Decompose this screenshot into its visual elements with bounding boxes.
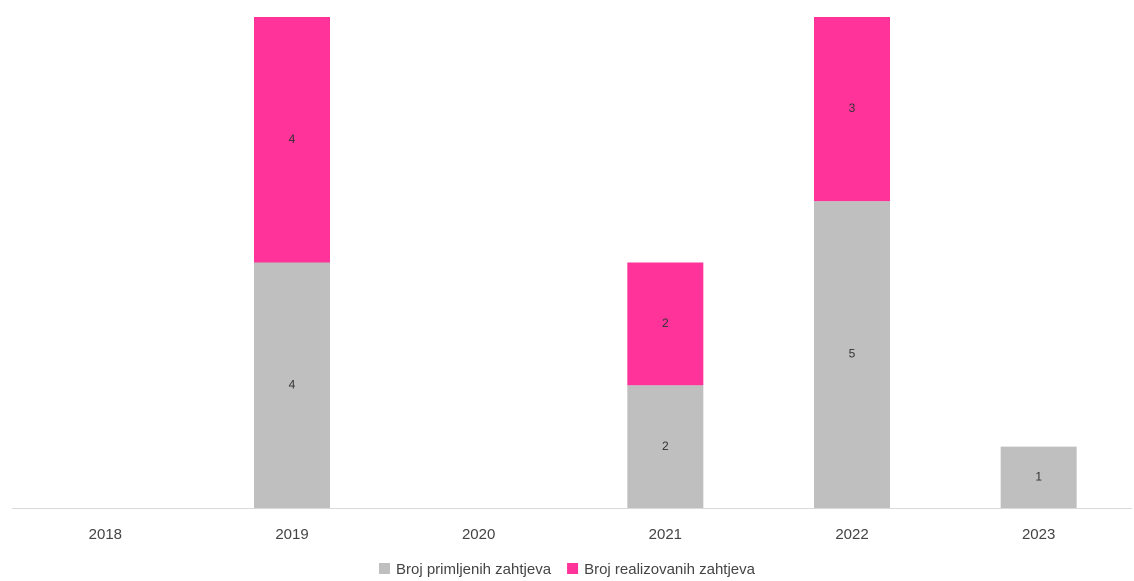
data-label-realizovanih-2021: 2 xyxy=(662,316,669,330)
legend-label-primljenih: Broj primljenih zahtjeva xyxy=(396,561,552,578)
bar-primljenih-2021 xyxy=(627,385,704,508)
x-tick-label-2021: 2021 xyxy=(649,526,682,543)
x-axis-tick-labels: 2018 2019 2020 2021 2022 2023 xyxy=(89,526,1056,543)
bar-primljenih-2023 xyxy=(1000,446,1077,509)
data-label-primljenih-2021: 2 xyxy=(662,439,669,453)
x-tick-label-2022: 2022 xyxy=(835,526,868,543)
legend-swatch-realizovanih xyxy=(567,563,579,574)
x-tick-label-2018: 2018 xyxy=(89,526,122,543)
data-label-primljenih-2019: 4 xyxy=(289,377,296,391)
bar-primljenih-2022 xyxy=(814,201,890,509)
legend: Broj primljenih zahtjeva Broj realizovani… xyxy=(378,561,756,578)
x-tick-label-2020: 2020 xyxy=(462,526,495,543)
data-label-primljenih-2022: 5 xyxy=(849,347,856,361)
data-label-realizovanih-2022: 3 xyxy=(849,101,856,115)
legend-item-realizovanih: Broj realizovanih zahtjeva xyxy=(567,561,756,578)
legend-item-primljenih: Broj primljenih zahtjeva xyxy=(378,561,552,578)
x-tick-label-2023: 2023 xyxy=(1022,526,1055,543)
data-label-realizovanih-2019: 4 xyxy=(289,132,296,146)
plot-area: 4 4 2 2 5 3 1 xyxy=(254,17,1077,509)
legend-swatch-primljenih xyxy=(378,563,390,574)
bar-primljenih-2019 xyxy=(254,262,330,508)
bar-realizovanih-2021 xyxy=(627,262,704,386)
data-label-primljenih-2023: 1 xyxy=(1035,469,1042,483)
bar-realizovanih-2022 xyxy=(814,17,890,202)
bar-realizovanih-2019 xyxy=(254,17,330,263)
legend-label-realizovanih: Broj realizovanih zahtjeva xyxy=(584,561,756,578)
x-tick-label-2019: 2019 xyxy=(275,526,308,543)
